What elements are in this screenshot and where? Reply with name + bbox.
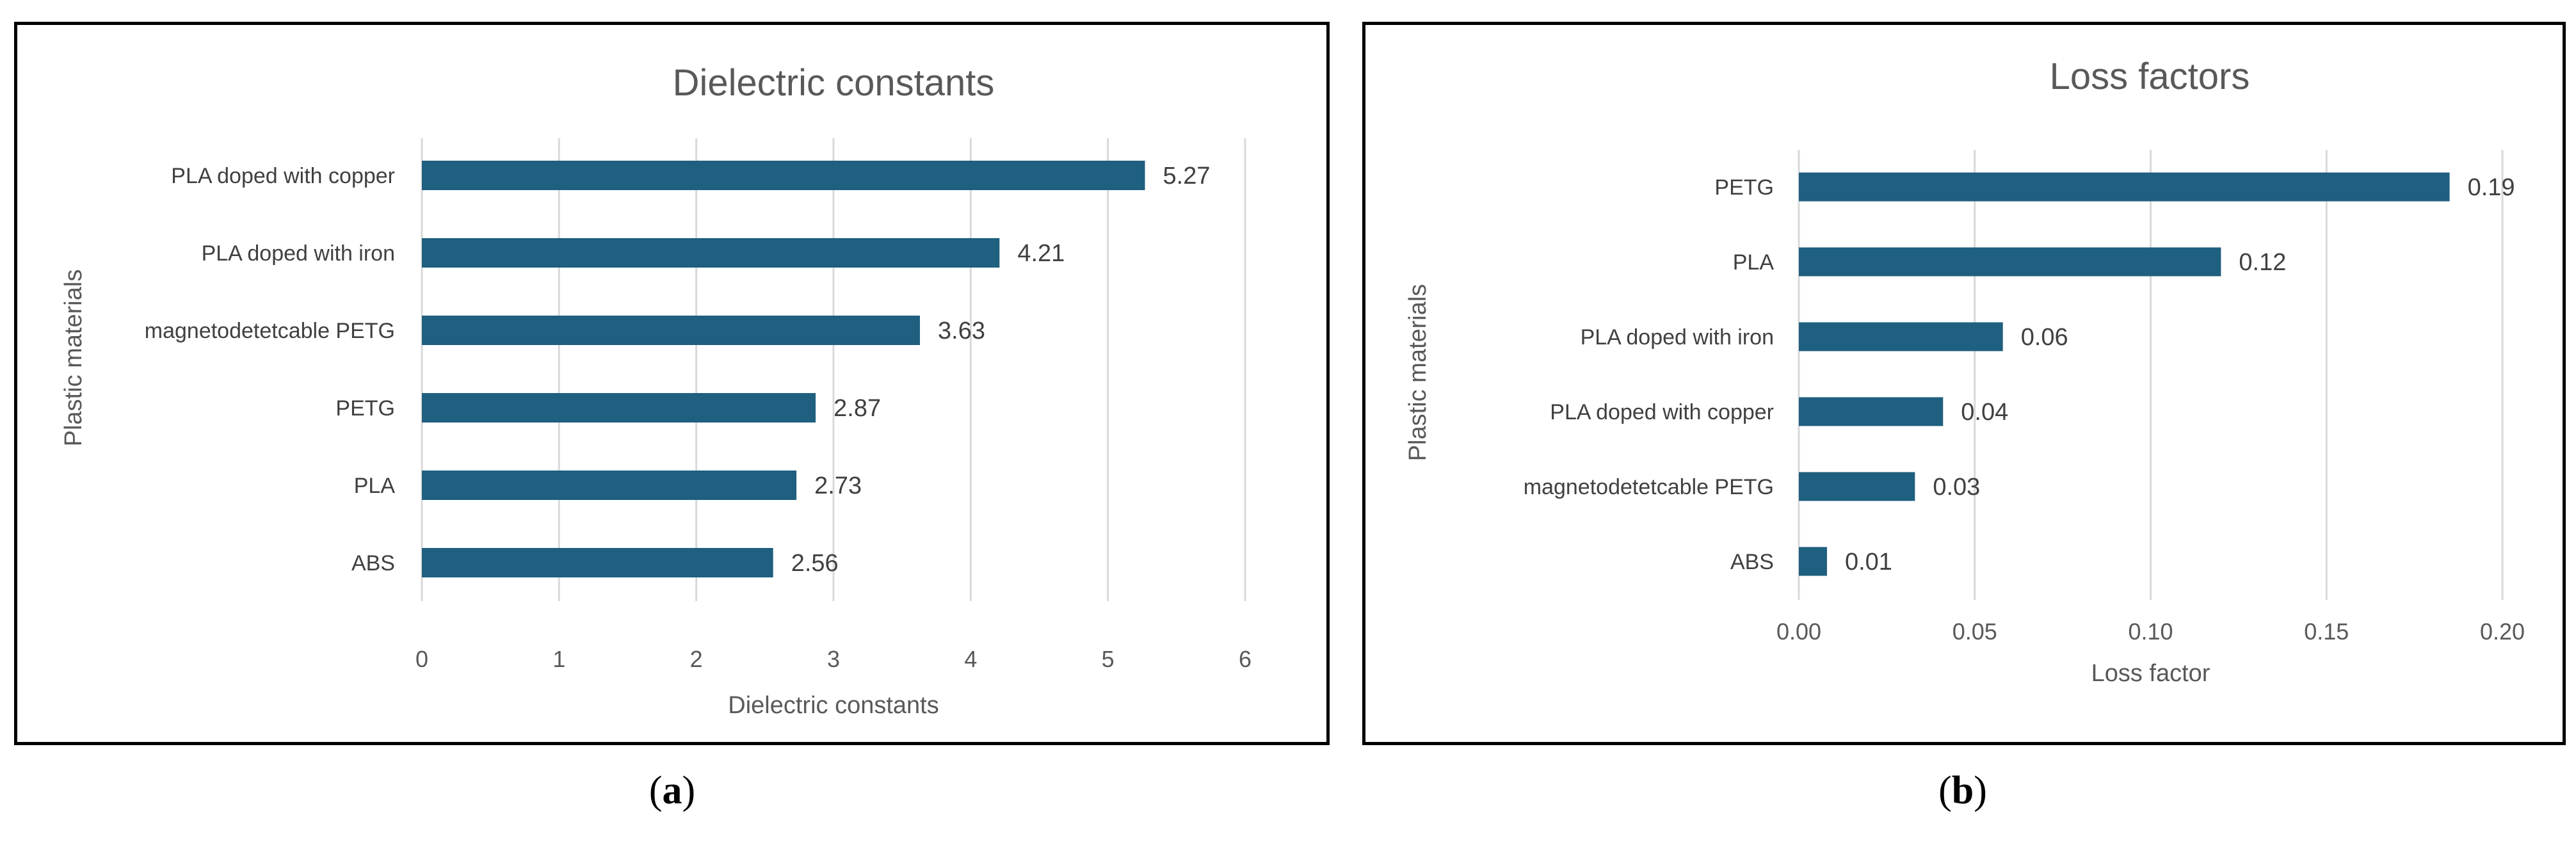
loss-x-tick-label: 0.20 [2480, 618, 2525, 645]
dielectric-value-label: 5.27 [1163, 163, 1211, 189]
loss-x-tick-label: 0.10 [2128, 618, 2173, 645]
chart-panel-loss: Loss factors 0.00 0.05 0.10 0.15 0.20 PETG 0.19… [1362, 22, 2566, 745]
loss-value-label: 0.04 [1961, 399, 2008, 426]
loss-value-label: 0.12 [2239, 249, 2286, 276]
chart-panel-dielectric: Dielectric constants 0 1 2 3 4 5 6 PLA doped wit… [14, 22, 1330, 745]
dielectric-category-label: PLA [354, 474, 396, 498]
loss-category-label: PLA doped with iron [1581, 325, 1774, 350]
dielectric-value-label: 2.56 [791, 550, 839, 577]
dielectric-bar [422, 548, 773, 577]
loss-x-axis-title: Loss factor [2091, 660, 2210, 687]
dielectric-category-label: PETG [335, 396, 395, 421]
loss-category-label: PETG [1714, 175, 1774, 200]
dielectric-category-label: PLA doped with copper [171, 164, 395, 188]
dielectric-bar [422, 161, 1145, 190]
dielectric-value-label: 2.87 [833, 395, 881, 422]
dielectric-bar [422, 393, 816, 422]
loss-bar [1799, 322, 2003, 351]
dielectric-bar [422, 238, 1000, 268]
dielectric-bar [422, 316, 921, 345]
dielectric-bar [422, 471, 797, 500]
loss-bar [1799, 472, 1915, 501]
dielectric-value-label: 2.73 [814, 472, 862, 499]
loss-x-tick-label: 0.05 [1952, 618, 1997, 645]
loss-category-label: PLA [1733, 250, 1775, 275]
dielectric-x-tick-label: 6 [1239, 646, 1252, 672]
loss-value-label: 0.19 [2468, 174, 2515, 201]
loss-category-label: magnetodetetcable PETG [1524, 475, 1774, 499]
loss-bar [1799, 172, 2450, 202]
dielectric-category-label: PLA doped with iron [202, 241, 395, 266]
dielectric-x-tick-label: 5 [1102, 646, 1115, 672]
loss-value-label: 0.01 [1845, 549, 1892, 575]
loss-y-axis-title: Plastic materials [1405, 284, 1431, 462]
dielectric-category-label: magnetodetetcable PETG [145, 319, 395, 343]
caption-b: (b) [1938, 769, 1987, 812]
caption-b-letter: b [1951, 769, 1974, 812]
loss-bar [1799, 547, 1827, 576]
loss-category-label: PLA doped with copper [1550, 400, 1774, 424]
dielectric-y-axis-title: Plastic materials [60, 270, 87, 447]
dielectric-x-tick-label: 3 [827, 646, 840, 672]
dielectric-x-axis-title: Dielectric constants [728, 692, 938, 719]
loss-x-tick-label: 0.15 [2304, 618, 2349, 645]
loss-value-label: 0.06 [2021, 324, 2068, 351]
dielectric-x-tick-label: 2 [690, 646, 703, 672]
loss-category-label: ABS [1730, 550, 1774, 574]
loss-x-tick-label: 0.00 [1776, 618, 1821, 645]
caption-a: (a) [648, 769, 696, 812]
dielectric-category-label: ABS [351, 551, 395, 575]
dielectric-x-tick-label: 1 [552, 646, 565, 672]
dielectric-x-tick-label: 0 [415, 646, 428, 672]
dielectric-value-label: 4.21 [1017, 240, 1065, 267]
loss-factor-chart: Loss factors 0.00 0.05 0.10 0.15 0.20 PETG 0.19… [1405, 56, 2525, 687]
caption-a-letter: a [662, 769, 682, 812]
loss-chart-title: Loss factors [2050, 56, 2250, 97]
loss-bar [1799, 247, 2221, 277]
dielectric-x-tick-label: 4 [964, 646, 977, 672]
dielectric-chart-title: Dielectric constants [673, 62, 995, 104]
loss-bar [1799, 397, 1944, 426]
dielectric-chart: Dielectric constants 0 1 2 3 4 5 6 PLA doped wit… [60, 62, 1252, 719]
dielectric-value-label: 3.63 [938, 318, 985, 344]
loss-value-label: 0.03 [1933, 474, 1980, 501]
